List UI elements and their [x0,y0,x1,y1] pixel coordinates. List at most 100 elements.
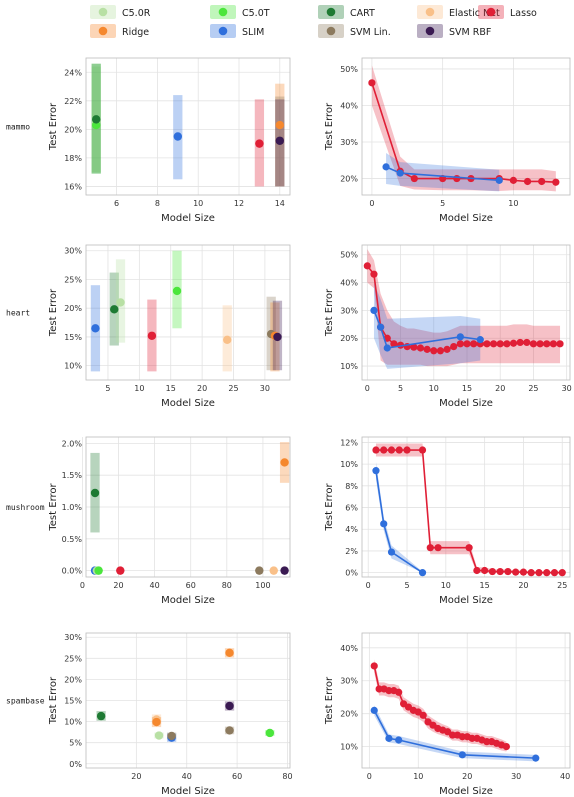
x-tick-label: 20 [197,384,207,393]
point-lasso [395,688,403,696]
legend-marker-elastic-net [425,7,435,17]
point-slim [396,169,404,177]
point-lasso [523,177,532,186]
point-lasso [463,340,471,348]
dataset-label-mushroom: mushroom [6,503,45,512]
x-tick-label: 60 [186,581,196,590]
y-tick-label: 50% [340,65,358,74]
legend-marker-lasso [486,7,496,17]
x-tick-label: 60 [232,772,242,781]
panel-spambase-left: 0% 5% 10% 15% 20% 25% 30% 20 40 60 80 Model Size Tes… [6,632,293,797]
x-tick-label: 10 [413,772,423,781]
point-lasso [387,446,396,454]
y-axis-label: Test Error [48,288,59,337]
y-tick-label: 10% [340,460,358,469]
legend-marker-svm-rbf [425,26,435,36]
y-tick-label: 10% [64,362,82,371]
y-tick-label: 25% [64,275,82,284]
point-lasso [496,340,504,348]
x-axis-label: Model Size [161,213,215,224]
legend-label-c5-0r: C5.0R [122,8,151,19]
point-lasso [543,569,551,577]
plot-frame [361,244,571,381]
point-lasso [543,340,551,348]
point-slim [370,306,378,315]
legend-marker-c5-0r [98,7,108,17]
y-tick-label: 22% [64,97,82,106]
point-lasso [456,340,464,348]
legend-label-ridge: Ridge [122,27,149,38]
legend-label-c5-0t: C5.0T [242,8,270,19]
point-lasso [481,566,489,575]
point-lasso [529,340,538,348]
x-tick-label: 8 [155,199,160,208]
point-lasso [509,176,518,184]
y-tick-label: 30% [64,633,82,642]
y-tick-label: 10% [340,362,358,371]
panel-mushroom-right: 0% 2% 4% 6% 8% 10% 12% 0 5 10 15 20 25 Model Size Test… [324,436,571,606]
legend-entry-svm-lin: SVM Lin. [318,24,391,38]
y-tick-label: 20% [64,125,82,134]
legend-label-svm-rbf: SVM RBF [449,27,491,38]
point-slim [91,324,100,333]
y-tick-label: 16% [64,182,82,191]
point-lasso [512,568,520,576]
point-lasso [516,338,524,347]
x-axis-label: Model Size [439,398,493,409]
point-svm-rbf [275,136,284,145]
panel-spambase-right: 10% 20% 30% 40% 0 10 20 30 40 Model Size Test Erro… [324,632,571,797]
plot-frame [85,57,291,196]
y-axis-label: Test Error [324,676,335,725]
y-tick-label: 10% [64,718,82,727]
point-lasso [558,569,566,577]
y-tick-label: 50% [340,251,358,260]
x-tick-label: 10 [508,199,518,208]
x-axis-label: Model Size [161,786,215,797]
point-slim [382,163,390,171]
point-lasso [419,711,427,719]
point-lasso [470,340,478,348]
point-lasso [489,340,498,348]
point-ridge [280,458,289,467]
point-slim [495,176,503,184]
point-c5-0r [154,731,164,740]
plot-frame [361,57,571,196]
point-slim [418,569,427,577]
point-c5-0t [172,286,182,296]
legend-entry-c5-0r: C5.0R [90,5,151,19]
point-slim [370,706,378,714]
y-tick-label: 20% [340,710,358,719]
point-lasso [436,347,445,355]
point-lasso [370,270,378,278]
point-lasso [370,662,378,670]
plot-frame [85,244,291,381]
point-slim [385,734,393,742]
point-lasso [504,567,512,576]
point-slim [380,520,388,528]
y-tick-label: 25% [64,654,82,663]
point-lasso [523,338,531,347]
x-axis-label: Model Size [439,595,493,606]
point-ridge [152,717,161,727]
x-tick-label: 40 [560,772,570,781]
point-lasso [503,340,511,348]
legend-label-slim: SLIM [242,27,264,38]
band-slim [374,705,536,762]
x-tick-label: 25 [228,384,238,393]
band-lasso [371,65,556,192]
y-tick-label: 30% [64,247,82,256]
x-tick-label: 20 [113,581,123,590]
x-tick-label: 0 [80,581,85,590]
x-tick-label: 10 [429,384,439,393]
y-tick-label: 12% [340,438,358,447]
plot-frame [361,436,571,578]
point-cart [92,115,101,124]
x-tick-label: 40 [150,581,160,590]
plot-area [86,58,290,195]
point-svm-lin [225,726,234,735]
x-tick-label: 15 [480,581,490,590]
point-lasso [426,544,434,552]
point-slim [456,333,464,341]
point-lasso [423,345,431,353]
y-tick-label: 20% [64,675,82,684]
